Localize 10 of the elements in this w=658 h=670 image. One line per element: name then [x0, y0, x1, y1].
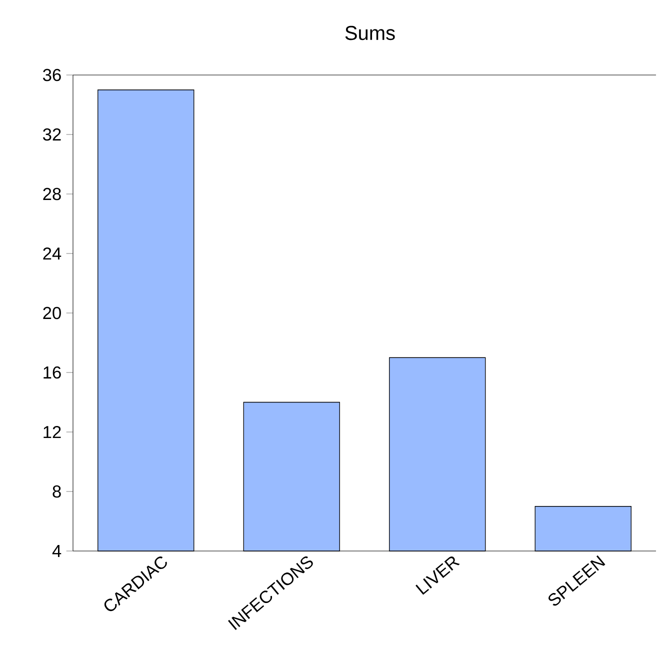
y-tick-label: 36 — [43, 68, 61, 82]
y-tick-label: 16 — [44, 366, 61, 379]
y-tick-label: 20 — [43, 306, 61, 320]
chart-title: Sums — [345, 26, 395, 40]
y-tick-label: 8 — [52, 485, 61, 498]
y-tick-label: 4 — [52, 545, 62, 557]
y-tick-label: 24 — [43, 247, 62, 260]
y-tick-label: 28 — [43, 188, 61, 200]
y-tick-label: 12 — [44, 426, 61, 438]
y-tick-label: 32 — [43, 128, 61, 141]
